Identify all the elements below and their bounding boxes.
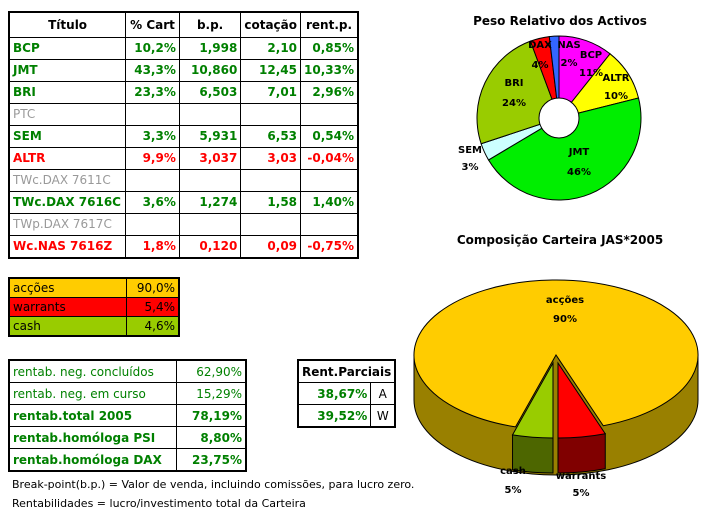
cell-cart: 9,9% <box>125 146 180 170</box>
cell-cart: 1,8% <box>125 234 180 258</box>
partial-tag: A <box>370 382 396 405</box>
slice-label: SEM <box>458 145 482 156</box>
note-rentabilidades: Rentabilidades = lucro/investimento tota… <box>12 497 306 510</box>
slice-label: NAS <box>557 40 580 51</box>
cell-titulo: BRI <box>8 80 127 104</box>
cell-rent: 0,85% <box>300 36 359 60</box>
returns-row: rentab.homóloga PSI 8,80% <box>8 426 247 449</box>
cell-bp <box>178 212 242 236</box>
partial-returns-table: Rent.Parciais 38,67% A 39,52% W <box>297 359 397 428</box>
slice-label: DAX <box>528 40 552 51</box>
allocation-label: warrants <box>8 297 127 317</box>
slice-pct: 5% <box>505 485 522 496</box>
slice-label: cash <box>500 466 526 477</box>
slice-pct: 24% <box>502 98 526 109</box>
cell-bp: 0,120 <box>178 234 242 258</box>
cell-bp: 1,998 <box>178 36 242 60</box>
table-row: PTC <box>8 102 359 126</box>
slice-label: BRI <box>504 78 523 89</box>
returns-label: rentab.total 2005 <box>8 404 177 427</box>
slice-pct: 10% <box>604 91 628 102</box>
slice-pct: 3% <box>462 162 479 173</box>
allocation-value: 5,4% <box>126 297 180 317</box>
cell-titulo: Wc.NAS 7616Z <box>8 234 127 258</box>
slice-pct: 46% <box>567 167 591 178</box>
returns-row: rentab. neg. concluídos 62,90% <box>8 359 247 383</box>
holdings-table: Título % Cart b.p. cotação rent.p. BCP 10… <box>8 11 359 259</box>
table-row: TWp.DAX 7617C <box>8 212 359 236</box>
cell-rent: 1,40% <box>300 190 359 214</box>
allocation-label: acções <box>8 277 127 298</box>
warrants-side <box>557 433 606 474</box>
allocation-table: acções 90,0% warrants 5,4% cash 4,6% <box>8 277 180 337</box>
donut-hole <box>538 97 580 139</box>
slice-acoes <box>413 279 699 428</box>
returns-label: rentab.homóloga PSI <box>8 426 177 449</box>
pie2-title: Composição Carteira JAS*2005 <box>457 233 663 247</box>
cell-cot: 7,01 <box>240 80 302 104</box>
allocation-row: cash 4,6% <box>8 316 180 337</box>
cell-cot: 12,45 <box>240 58 302 82</box>
cell-rent: -0,75% <box>300 234 359 258</box>
slice-cash <box>511 361 554 439</box>
returns-value: 23,75% <box>176 448 247 472</box>
partial-tag: W <box>370 404 396 428</box>
returns-row: rentab. neg. em curso 15,29% <box>8 382 247 405</box>
col-cart: % Cart <box>125 11 180 38</box>
allocation-label: cash <box>8 316 127 337</box>
slice-warrants <box>557 361 607 439</box>
slice-label: JMT <box>568 147 590 158</box>
slice-pct: 2% <box>561 58 578 69</box>
allocation-row: warrants 5,4% <box>8 297 180 317</box>
returns-row: rentab.homóloga DAX 23,75% <box>8 448 247 472</box>
slice-pct: 5% <box>573 488 590 499</box>
partial-value: 38,67% <box>297 382 372 405</box>
cell-cot: 3,03 <box>240 146 302 170</box>
note-breakpoint: Break-point(b.p.) = Valor de venda, incl… <box>12 478 415 491</box>
holdings-header: Título % Cart b.p. cotação rent.p. <box>8 11 359 38</box>
col-bp: b.p. <box>178 11 242 38</box>
cell-cart: 10,2% <box>125 36 180 60</box>
returns-table: rentab. neg. concluídos 62,90% rentab. neg… <box>8 359 247 472</box>
partial-title: Rent.Parciais <box>297 359 396 383</box>
returns-label: rentab. neg. concluídos <box>8 359 177 383</box>
slice-nas <box>548 35 560 119</box>
slice-label: BCP <box>580 50 602 61</box>
returns-value: 62,90% <box>176 359 247 383</box>
returns-value: 15,29% <box>176 382 247 405</box>
cell-cot: 0,09 <box>240 234 302 258</box>
table-row: Wc.NAS 7616Z 1,8% 0,120 0,09 -0,75% <box>8 234 359 258</box>
partial-value: 39,52% <box>297 404 372 428</box>
returns-label: rentab.homóloga DAX <box>8 448 177 472</box>
allocation-value: 4,6% <box>126 316 180 337</box>
returns-value: 8,80% <box>176 426 247 449</box>
slice-pct: 4% <box>532 60 549 71</box>
slice-label: ALTR <box>603 73 630 84</box>
slice-label: acções <box>546 295 584 306</box>
table-row: TWc.DAX 7611C <box>8 168 359 192</box>
slice-pct: 90% <box>553 314 577 325</box>
table-row: BCP 10,2% 1,998 2,10 0,85% <box>8 36 359 60</box>
slice-jmt <box>487 97 642 201</box>
pie1-title: Peso Relativo dos Activos <box>473 14 647 28</box>
cell-titulo: TWp.DAX 7617C <box>8 212 127 236</box>
cell-rent: 10,33% <box>300 58 359 82</box>
table-row: SEM 3,3% 5,931 6,53 0,54% <box>8 124 359 148</box>
cell-rent <box>300 212 359 236</box>
slice-label: warrants <box>556 471 606 482</box>
slice-pct: 11% <box>579 68 603 79</box>
cell-bp: 5,931 <box>178 124 242 148</box>
